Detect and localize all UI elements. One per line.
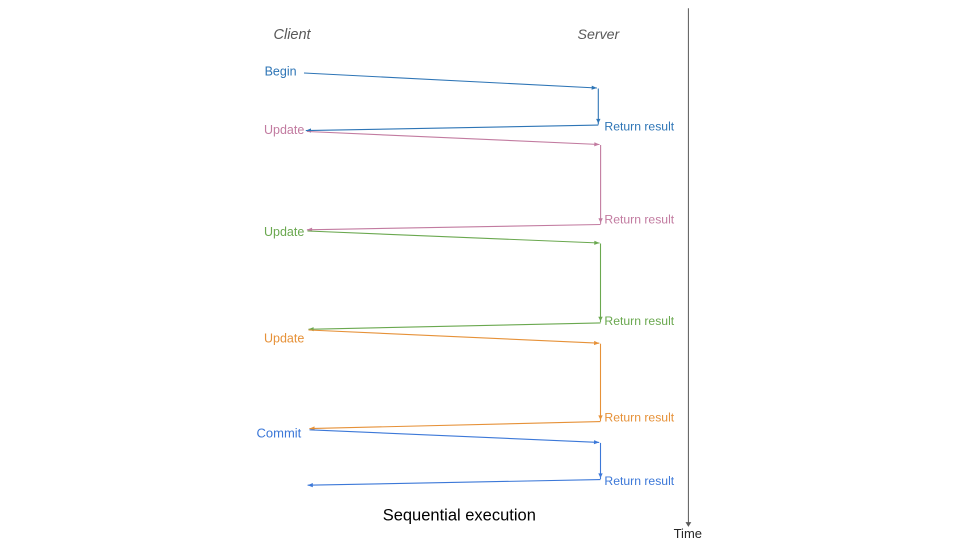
svg-text:Commit: Commit — [257, 426, 302, 441]
svg-text:Return result: Return result — [604, 212, 674, 226]
svg-text:Update: Update — [264, 225, 304, 239]
svg-text:Return result: Return result — [604, 119, 674, 133]
svg-text:Return result: Return result — [604, 314, 674, 328]
svg-text:Update: Update — [264, 332, 304, 346]
svg-text:Begin: Begin — [265, 65, 297, 79]
svg-text:Time: Time — [674, 526, 702, 540]
svg-text:Server: Server — [578, 27, 621, 43]
svg-text:Update: Update — [264, 123, 304, 137]
svg-text:Sequential execution: Sequential execution — [383, 506, 536, 524]
svg-text:Return result: Return result — [604, 411, 674, 425]
svg-text:Client: Client — [274, 27, 312, 43]
svg-text:Return result: Return result — [604, 474, 674, 488]
